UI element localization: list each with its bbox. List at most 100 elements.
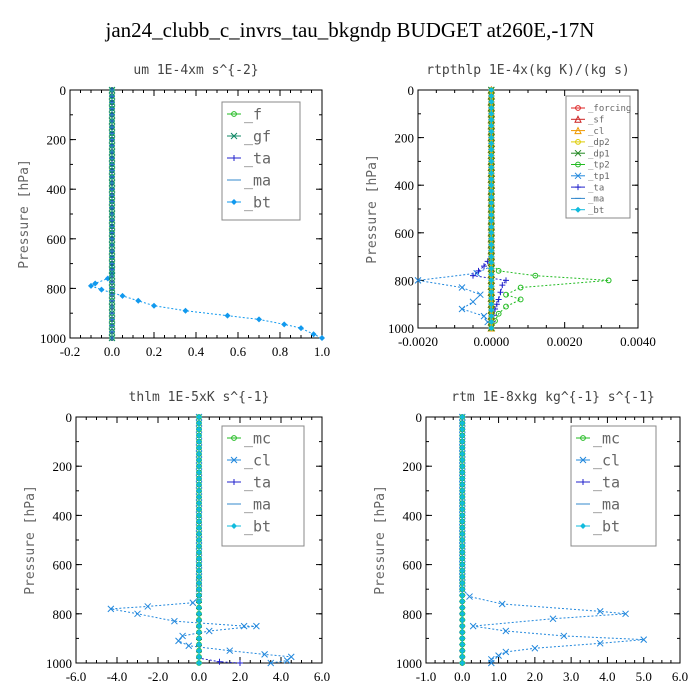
data-point xyxy=(495,652,502,659)
legend-label: _forcing xyxy=(588,104,631,114)
data-point xyxy=(488,325,495,331)
data-point xyxy=(488,116,495,123)
data-point xyxy=(196,543,202,550)
data-point xyxy=(459,623,466,630)
data-point xyxy=(92,280,99,287)
data-point xyxy=(196,444,202,451)
legend-marker xyxy=(231,479,237,485)
data-point xyxy=(488,241,495,248)
data-point xyxy=(498,600,506,608)
data-point xyxy=(226,647,234,655)
data-point xyxy=(488,170,495,177)
data-point xyxy=(205,627,213,635)
data-point xyxy=(88,282,94,289)
data-point xyxy=(196,537,202,543)
panel-title: rtpthlp 1E-4x(kg K)/(kg s) xyxy=(426,63,630,78)
y-tick-label: 800 xyxy=(395,273,415,288)
data-point xyxy=(459,653,466,660)
data-point xyxy=(459,518,466,525)
x-tick-label: -0.2 xyxy=(60,344,81,359)
legend-label: _tp1 xyxy=(588,172,610,182)
data-point xyxy=(488,92,495,99)
data-point xyxy=(171,617,178,625)
data-point xyxy=(196,635,202,642)
data-point xyxy=(196,530,202,537)
data-point xyxy=(196,438,202,445)
data-point xyxy=(459,660,466,666)
x-tick-label: 2.0 xyxy=(527,669,543,684)
series-tp1 xyxy=(414,86,495,332)
legend-label: _bt xyxy=(244,517,271,535)
data-point xyxy=(488,223,495,230)
legend-label: _tp2 xyxy=(588,161,610,171)
data-point xyxy=(466,593,473,600)
x-tick-label: 5.0 xyxy=(636,669,652,684)
x-tick-label: 0.0 xyxy=(454,669,470,684)
y-axis-label: Pressure [hPa] xyxy=(373,485,388,595)
data-point xyxy=(488,104,495,111)
data-point xyxy=(488,229,495,236)
legend-label: _mc xyxy=(244,429,271,447)
data-point xyxy=(196,598,202,605)
data-point xyxy=(196,524,202,531)
data-point xyxy=(488,152,495,159)
data-point xyxy=(503,303,509,310)
data-point xyxy=(459,543,466,550)
data-point xyxy=(459,487,466,494)
data-point xyxy=(459,450,466,457)
data-point xyxy=(488,134,495,141)
data-point xyxy=(196,616,202,623)
legend-label: _cl xyxy=(244,451,271,469)
data-point xyxy=(189,599,197,607)
data-point xyxy=(458,305,466,313)
data-point xyxy=(196,469,202,476)
data-point xyxy=(459,493,466,500)
data-point xyxy=(459,586,466,593)
data-point xyxy=(502,627,510,635)
data-point xyxy=(196,549,202,556)
data-point xyxy=(495,310,502,317)
data-point xyxy=(470,272,476,279)
x-tick-label: 3.0 xyxy=(563,669,579,684)
data-point xyxy=(488,194,495,201)
y-tick-label: 600 xyxy=(395,226,415,241)
data-point xyxy=(532,272,539,279)
legend-marker xyxy=(575,139,581,145)
legend-label: _ma xyxy=(244,495,271,513)
data-point xyxy=(488,206,495,212)
legend-marker xyxy=(231,111,237,117)
data-point xyxy=(459,420,466,427)
legend: _forcing_sf _cl_dp2_dp1 _tp2_tp1_ta _ma_bt xyxy=(565,95,631,219)
data-point xyxy=(488,188,495,195)
data-point xyxy=(196,567,202,574)
x-tick-label: -1.0 xyxy=(416,669,437,684)
data-point xyxy=(488,259,495,266)
y-tick-label: 0 xyxy=(416,410,423,425)
data-point xyxy=(503,291,509,298)
data-point xyxy=(459,567,466,574)
legend-label: _sf xyxy=(588,115,604,125)
x-tick-label: 0.0 xyxy=(191,669,207,684)
data-point xyxy=(98,286,105,293)
data-point xyxy=(459,475,466,482)
data-point xyxy=(256,316,262,323)
x-tick-label: 0.0 xyxy=(104,344,120,359)
data-point xyxy=(488,271,495,278)
x-tick-label: 4.0 xyxy=(599,669,615,684)
data-point xyxy=(488,247,495,254)
data-point xyxy=(196,641,202,648)
data-point xyxy=(458,284,466,291)
y-tick-label: 200 xyxy=(403,459,423,474)
data-point xyxy=(151,302,157,309)
data-point xyxy=(196,457,202,464)
data-point xyxy=(196,660,202,666)
data-point xyxy=(459,629,466,636)
data-point xyxy=(459,641,466,648)
data-point xyxy=(531,644,539,652)
data-point xyxy=(196,592,202,599)
data-point xyxy=(196,450,202,457)
data-point xyxy=(196,481,202,488)
data-point xyxy=(605,277,612,284)
data-point xyxy=(459,573,466,580)
